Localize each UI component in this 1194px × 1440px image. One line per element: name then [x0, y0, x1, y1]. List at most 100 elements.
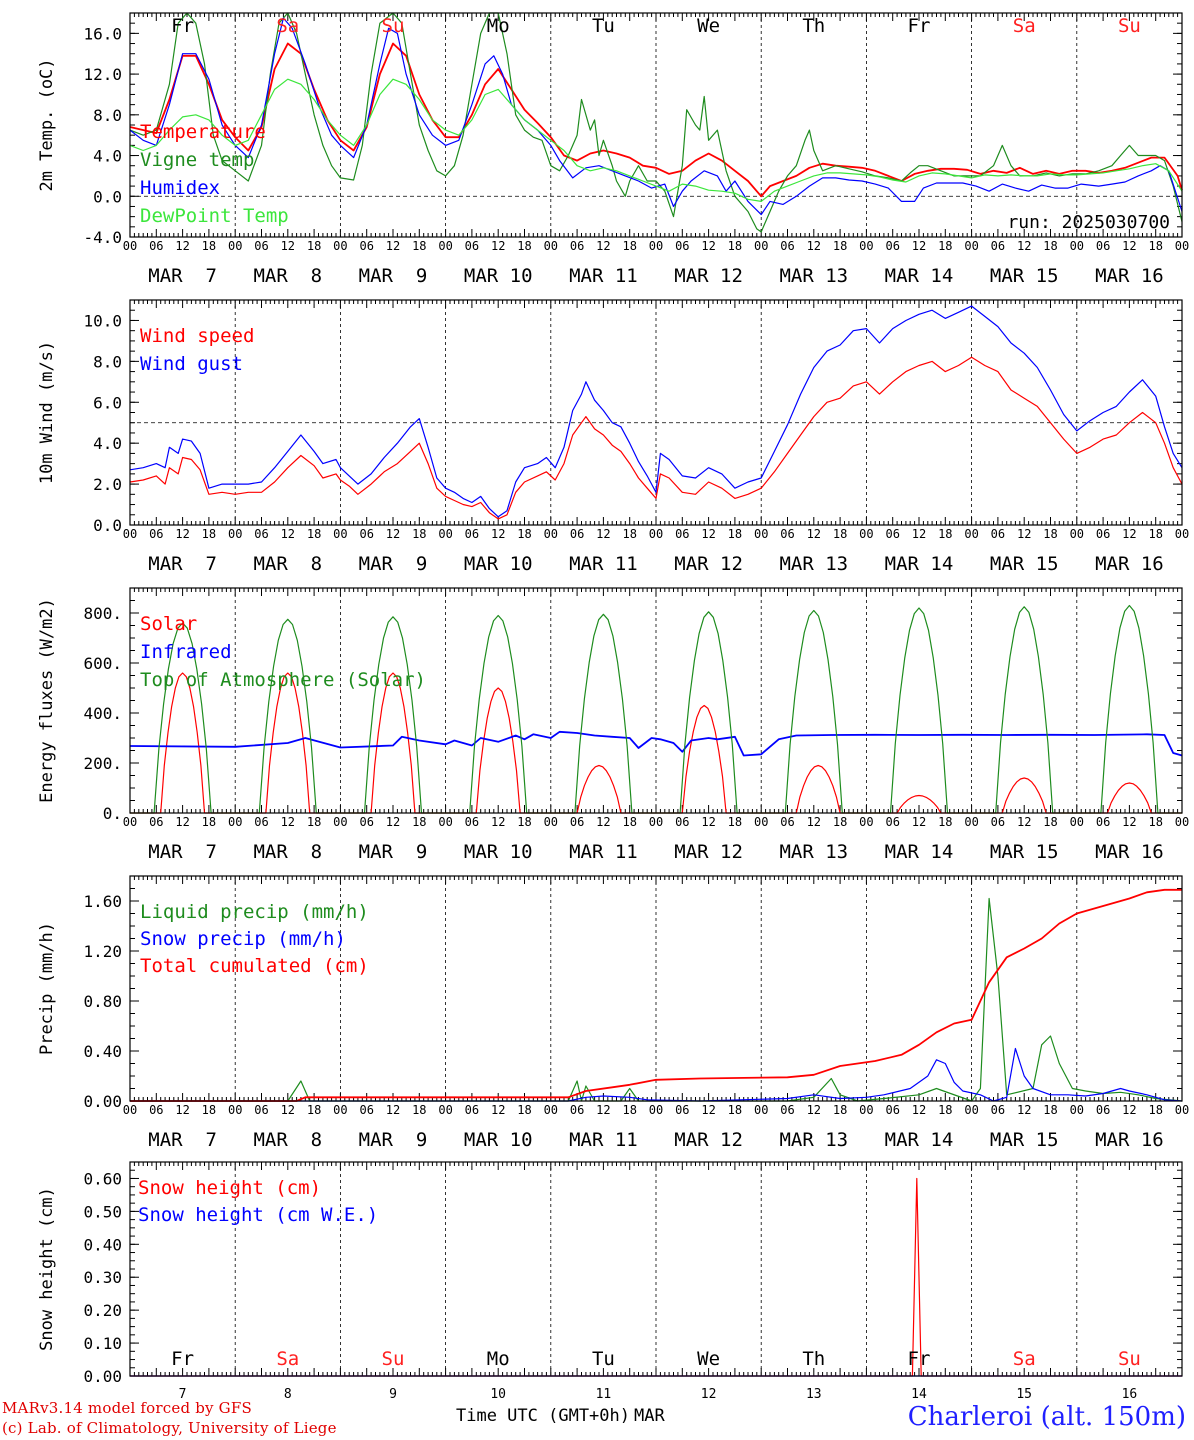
temperature-hour-label: 06 [149, 239, 163, 253]
precip-hour-label: 12 [1017, 1103, 1031, 1117]
lab-credit: (c) Lab. of Climatology, University of L… [2, 1419, 337, 1437]
energy-hour-label: 12 [807, 815, 821, 829]
temperature-hour-label: 12 [1122, 239, 1136, 253]
energy-x-ticks [129, 588, 1183, 813]
bottom-day-number: 8 [284, 1387, 292, 1402]
wind-hour-label: 00 [859, 527, 873, 541]
precip-hour-label: 06 [991, 1103, 1005, 1117]
wind-hour-label: 12 [701, 527, 715, 541]
wind-hour-label: 18 [622, 527, 636, 541]
wind-series-line [129, 356, 1183, 520]
energy-date-label: MAR 11 [569, 841, 638, 863]
energy-hour-label: 12 [701, 815, 715, 829]
wind-hour-label: 18 [728, 527, 742, 541]
temperature-hour-label: 18 [1043, 239, 1057, 253]
energy-y-tick-label: 800. [83, 604, 122, 623]
temperature-legend-entry: DewPoint Temp [140, 205, 289, 227]
temperature-hour-label: 18 [622, 239, 636, 253]
precip-date-label: MAR 14 [885, 1129, 954, 1151]
precip-hour-label: 00 [1175, 1103, 1189, 1117]
wind-hour-label: 06 [149, 527, 163, 541]
wind-date-label: MAR 10 [464, 553, 533, 575]
bottom-day-number: 10 [490, 1387, 506, 1402]
precip-panel [129, 875, 1183, 1102]
wind-y-tick-label: 10.0 [83, 311, 122, 330]
energy-hour-label: 18 [307, 815, 321, 829]
temperature-hour-label: 00 [228, 239, 242, 253]
energy-hour-label: 18 [833, 815, 847, 829]
snow-y-tick-label: 0.50 [83, 1202, 122, 1221]
precip-date-label: MAR 9 [359, 1129, 428, 1151]
precip-hour-label: 06 [570, 1103, 584, 1117]
wind-hour-label: 12 [386, 527, 400, 541]
snow-y-tick-label: 0.10 [83, 1334, 122, 1353]
temperature-hour-label: 06 [780, 239, 794, 253]
energy-hour-label: 12 [1122, 815, 1136, 829]
precip-hour-label: 00 [754, 1103, 768, 1117]
energy-hour-label: 12 [386, 815, 400, 829]
energy-legend-entry: Solar [140, 613, 197, 635]
temperature-hour-label: 12 [175, 239, 189, 253]
wind-hour-label: 18 [517, 527, 531, 541]
precip-hour-label: 18 [622, 1103, 636, 1117]
temperature-x-ticks [129, 13, 1183, 237]
precip-hour-label: 18 [728, 1103, 742, 1117]
energy-date-label: MAR 7 [148, 841, 217, 863]
energy-hour-label: 00 [649, 815, 663, 829]
wind-hour-label: 18 [1148, 527, 1162, 541]
energy-y-tick-label: 200. [83, 754, 122, 773]
temperature-hour-label: 06 [570, 239, 584, 253]
temperature-date-label: MAR 14 [885, 265, 954, 287]
energy-hour-label: 00 [964, 815, 978, 829]
energy-hour-label: 18 [202, 815, 216, 829]
bottom-day-number: 13 [806, 1387, 822, 1402]
energy-panel [129, 587, 1183, 814]
wind-hour-label: 00 [964, 527, 978, 541]
snow-y-tick-label: 0.30 [83, 1268, 122, 1287]
precip-hour-label: 12 [1122, 1103, 1136, 1117]
temperature-legend-entry: Vigne temp [140, 149, 254, 171]
precip-y-axis-label: Precip (mm/h) [37, 922, 57, 1055]
energy-date-label: MAR 13 [779, 841, 848, 863]
energy-hour-label: 00 [333, 815, 347, 829]
temperature-hour-label: 12 [701, 239, 715, 253]
wind-hour-label: 06 [991, 527, 1005, 541]
temperature-series-line [129, 78, 1183, 202]
snow-day-label: Tu [592, 1348, 615, 1370]
temperature-date-label: MAR 13 [779, 265, 848, 287]
snow-y-tick-label: 0.60 [83, 1169, 122, 1188]
x-axis-month: MAR [634, 1406, 665, 1426]
precip-hour-label: 06 [675, 1103, 689, 1117]
temperature-hour-label: 00 [1175, 239, 1189, 253]
temperature-hour-label: 00 [859, 239, 873, 253]
wind-y-tick-label: 0.0 [93, 516, 122, 535]
energy-date-label: MAR 14 [885, 841, 954, 863]
bottom-day-number: 12 [701, 1387, 717, 1402]
energy-date-label: MAR 16 [1095, 841, 1164, 863]
energy-hour-label: 06 [675, 815, 689, 829]
wind-hour-label: 12 [1017, 527, 1031, 541]
energy-hour-label: 00 [544, 815, 558, 829]
temperature-hour-label: 18 [833, 239, 847, 253]
temperature-hour-label: 18 [1148, 239, 1162, 253]
temperature-day-label: Th [802, 15, 825, 37]
temperature-hour-label: 06 [675, 239, 689, 253]
temperature-date-label: MAR 7 [148, 265, 217, 287]
temperature-legend-entry: Temperature [140, 121, 266, 143]
precip-hour-label: 18 [202, 1103, 216, 1117]
precip-y-tick-label: 1.60 [83, 892, 122, 911]
temperature-series-line [129, 17, 1183, 216]
energy-hour-label: 18 [728, 815, 742, 829]
temperature-hour-label: 18 [938, 239, 952, 253]
precip-hour-label: 00 [123, 1103, 137, 1117]
energy-hour-label: 18 [1043, 815, 1057, 829]
wind-date-label: MAR 8 [253, 553, 322, 575]
temperature-hour-label: 00 [754, 239, 768, 253]
temperature-hour-label: 18 [728, 239, 742, 253]
wind-hour-label: 18 [1043, 527, 1057, 541]
wind-hour-label: 06 [254, 527, 268, 541]
wind-hour-label: 00 [754, 527, 768, 541]
energy-hour-label: 06 [885, 815, 899, 829]
bottom-day-number: 9 [389, 1387, 397, 1402]
